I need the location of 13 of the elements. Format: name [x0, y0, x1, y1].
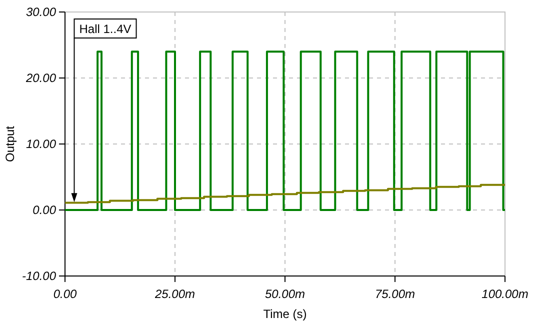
- x-axis-title: Time (s): [263, 307, 307, 321]
- annotation: Hall 1..4V: [79, 22, 132, 36]
- y-axis-title: Output: [3, 125, 17, 162]
- x-tick-label: 50.00m: [264, 287, 306, 302]
- y-tick-label: 30.00: [26, 4, 56, 19]
- y-tick-label: 10.00: [26, 136, 56, 151]
- y-tick-label: 20.00: [24, 70, 56, 85]
- x-tick-label: 25.00m: [154, 287, 196, 302]
- x-tick-label: 75.00m: [374, 287, 416, 302]
- x-tick-label: 100.00m: [482, 287, 528, 302]
- x-tick-label: 0.00: [53, 287, 77, 302]
- y-tick-label: 0.00: [32, 202, 56, 217]
- y-tick-label: -10.00: [22, 268, 56, 283]
